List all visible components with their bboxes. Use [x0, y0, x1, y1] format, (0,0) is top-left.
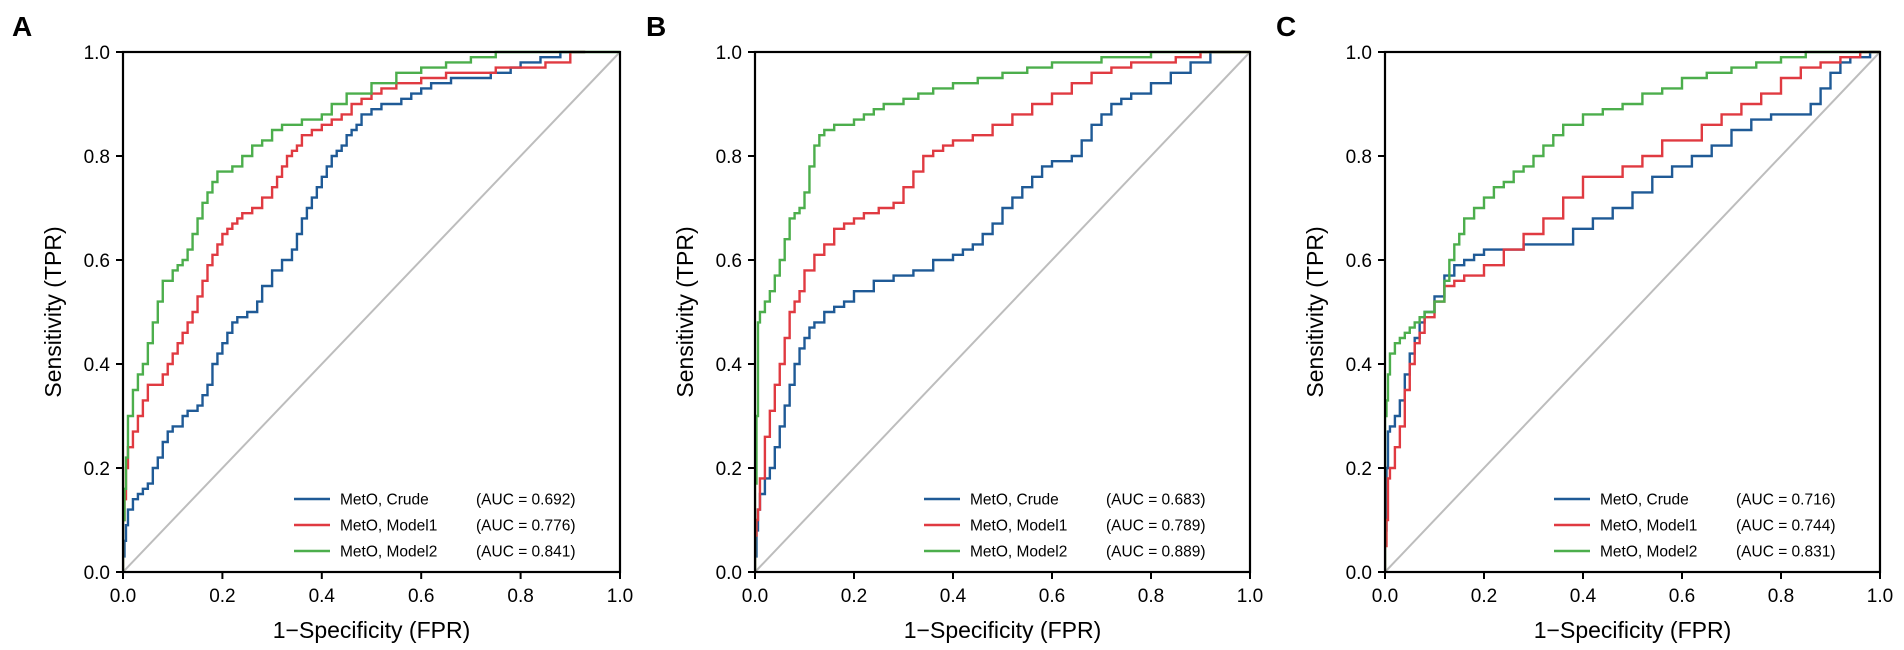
x-tick-label: 0.6 — [408, 586, 434, 607]
legend-label: MetO, Crude — [340, 492, 429, 509]
legend-label: MetO, Crude — [970, 492, 1059, 509]
roc-curve-model1 — [123, 50, 586, 572]
x-tick-label: 1.0 — [607, 586, 633, 607]
x-tick-label: 0.2 — [1471, 586, 1497, 607]
plot-frame — [1383, 50, 1882, 574]
y-tick-label: 0.6 — [84, 251, 110, 272]
legend-auc: (AUC = 0.831) — [1736, 544, 1836, 561]
legend-label: MetO, Model1 — [340, 518, 437, 535]
panel-letter: A — [12, 11, 32, 42]
y-tick-label: 0.4 — [716, 355, 743, 376]
y-tick-label: 0.0 — [1346, 563, 1372, 584]
legend: MetO, Crude (AUC = 0.683) MetO, Model1 (AUC… — [924, 492, 1206, 561]
legend-auc: (AUC = 0.683) — [1106, 492, 1206, 509]
legend-label: MetO, Model1 — [970, 518, 1067, 535]
legend-auc: (AUC = 0.692) — [476, 492, 576, 509]
y-tick-label: 1.0 — [84, 43, 110, 64]
y-tick-label: 1.0 — [1346, 43, 1372, 64]
legend-label: MetO, Model2 — [970, 544, 1067, 561]
roc-curve-model2 — [1385, 50, 1880, 572]
y-tick-label: 0.4 — [1346, 355, 1373, 376]
x-tick-label: 0.4 — [309, 586, 336, 607]
x-tick-label: 0.8 — [1768, 586, 1794, 607]
x-tick-label: 0.0 — [742, 586, 768, 607]
roc-curve-model1 — [755, 50, 1250, 572]
legend-label: MetO, Crude — [1600, 492, 1689, 509]
plot-frame — [121, 50, 622, 574]
y-tick-label: 0.0 — [716, 563, 742, 584]
diagonal-reference-line — [754, 51, 1251, 573]
x-axis-title: 1−Specificity (FPR) — [1534, 617, 1731, 643]
roc-curve-model2 — [123, 50, 620, 572]
x-tick-label: 0.0 — [1372, 586, 1398, 607]
roc-curve-model2 — [755, 50, 1250, 572]
y-axis-title: Sensitivity (TPR) — [672, 226, 698, 397]
x-tick-label: 1.0 — [1237, 586, 1263, 607]
x-tick-label: 0.8 — [507, 586, 533, 607]
x-tick-label: 0.6 — [1669, 586, 1695, 607]
x-tick-label: 0.4 — [1570, 586, 1597, 607]
roc-curve-crude — [123, 50, 586, 572]
y-tick-label: 0.4 — [84, 355, 111, 376]
x-tick-label: 0.2 — [841, 586, 867, 607]
panel-letter: B — [646, 11, 666, 42]
y-tick-label: 0.2 — [1346, 459, 1372, 480]
x-tick-label: 0.6 — [1039, 586, 1065, 607]
roc-panel-a: A 0.0 0.2 0.4 0.6 0.8 1.0 0.0 0.2 0.4 0.6 0.8 1.0 1−S… — [12, 11, 633, 643]
y-axis-title: Sensitivity (TPR) — [40, 226, 66, 397]
panel-letter: C — [1276, 11, 1296, 42]
legend-auc: (AUC = 0.841) — [476, 544, 576, 561]
y-tick-label: 0.0 — [84, 563, 110, 584]
y-tick-label: 1.0 — [716, 43, 742, 64]
roc-panel-b: B 0.0 0.2 0.4 0.6 0.8 1.0 0.0 0.2 0.4 0.6 0.8 1.0 1−S… — [646, 11, 1263, 643]
legend: MetO, Crude (AUC = 0.692) MetO, Model1 (AUC… — [294, 492, 576, 561]
legend-label: MetO, Model2 — [1600, 544, 1697, 561]
legend-auc: (AUC = 0.716) — [1736, 492, 1836, 509]
legend-auc: (AUC = 0.789) — [1106, 518, 1206, 535]
legend-auc: (AUC = 0.744) — [1736, 518, 1836, 535]
y-axis-title: Sensitivity (TPR) — [1302, 226, 1328, 397]
x-tick-label: 0.0 — [110, 586, 136, 607]
y-tick-label: 0.8 — [716, 147, 742, 168]
legend-label: MetO, Model1 — [1600, 518, 1697, 535]
legend-label: MetO, Model2 — [340, 544, 437, 561]
roc-curve-crude — [755, 50, 1231, 572]
roc-curve-crude — [1385, 50, 1880, 572]
legend-auc: (AUC = 0.776) — [476, 518, 576, 535]
roc-panel-c: C 0.0 0.2 0.4 0.6 0.8 1.0 0.0 0.2 0.4 0.6 0.8 1.0 1−S… — [1276, 11, 1893, 643]
x-tick-label: 1.0 — [1867, 586, 1893, 607]
x-tick-label: 0.4 — [940, 586, 967, 607]
y-tick-label: 0.6 — [1346, 251, 1372, 272]
x-tick-label: 0.8 — [1138, 586, 1164, 607]
legend: MetO, Crude (AUC = 0.716) MetO, Model1 (AUC… — [1554, 492, 1836, 561]
x-axis-title: 1−Specificity (FPR) — [273, 617, 470, 643]
legend-auc: (AUC = 0.889) — [1106, 544, 1206, 561]
x-tick-label: 0.2 — [209, 586, 235, 607]
y-tick-label: 0.6 — [716, 251, 742, 272]
y-tick-label: 0.8 — [1346, 147, 1372, 168]
diagonal-reference-line — [122, 51, 621, 573]
y-tick-label: 0.2 — [84, 459, 110, 480]
y-tick-label: 0.8 — [84, 147, 110, 168]
plot-frame — [753, 50, 1252, 574]
x-axis-title: 1−Specificity (FPR) — [904, 617, 1101, 643]
diagonal-reference-line — [1384, 51, 1881, 573]
roc-curve-model1 — [1385, 50, 1880, 572]
y-tick-label: 0.2 — [716, 459, 742, 480]
